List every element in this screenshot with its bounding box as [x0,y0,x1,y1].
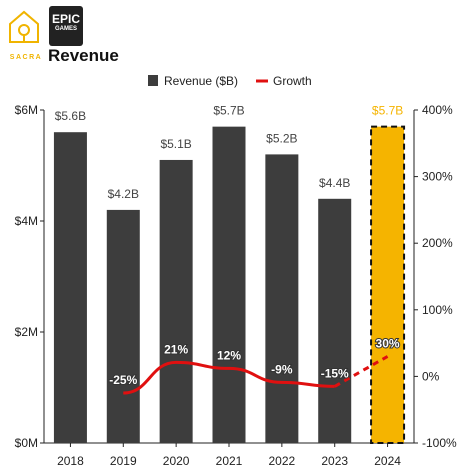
right-axis-tick-label: -100% [422,436,457,450]
x-axis-tick-label: 2020 [163,454,190,468]
bar-value-label: $4.2B [108,187,139,201]
sacra-logo-mark [9,10,39,43]
left-axis-tick-label: $0M [15,436,38,450]
growth-value-label: -9% [271,362,293,376]
epic-games-logo: EPIC GAMES [49,6,83,46]
right-axis-tick-label: 100% [422,303,453,317]
bar [53,132,87,443]
bar-value-label: $5.7B [372,104,403,118]
growth-value-label: 21% [164,342,188,356]
x-axis-tick-label: 2021 [216,454,243,468]
left-axis-tick-label: $2M [15,325,38,339]
left-axis-tick-label: $6M [15,103,38,117]
growth-value-label: 12% [217,348,241,362]
bar [265,154,299,443]
sacra-logo-text: SACRA [9,54,43,61]
right-axis-tick-label: 200% [422,236,453,250]
bar [106,209,140,443]
bar-value-label: $5.1B [160,137,191,151]
chart-axes: $0M $2M $4M $6M -100% 0% 100% 200% 300% 400% 2018 2… [15,103,457,468]
bar [318,198,352,443]
x-axis-tick-label: 2019 [110,454,137,468]
x-axis-tick-label: 2018 [57,454,84,468]
bar [159,159,193,443]
sacra-logo: SACRA [4,6,44,62]
growth-value-label: -25% [109,373,137,387]
bar-highlighted [370,125,406,445]
growth-series: -25% 21% 12% -9% -15% 30% [108,335,401,395]
legend-label-revenue: Revenue ($B) [164,74,238,88]
right-axis-tick-label: 300% [422,170,453,184]
bar [212,126,246,444]
x-axis-tick-label: 2023 [321,454,348,468]
bar-value-label: $5.2B [266,131,297,145]
epic-logo-line1: EPIC [51,12,80,26]
bar-value-label: $5.7B [213,104,244,118]
bar-value-label: $4.4B [319,176,350,190]
growth-value-label: 30% [376,336,400,350]
bar-value-label: $5.6B [55,109,86,123]
epic-logo-line2: GAMES [54,26,77,32]
right-axis-tick-label: 400% [422,103,453,117]
growth-line [123,360,335,395]
legend-label-growth: Growth [273,74,312,88]
x-axis-tick-label: 2024 [374,454,401,468]
left-axis-tick-label: $4M [15,214,38,228]
growth-value-label: -15% [321,366,349,380]
right-axis-tick-label: 0% [422,369,440,383]
bar-series: $5.6B $4.2B $5.1B $5.7B $5.2B $4.4B $5.7B [53,104,406,445]
chart-legend: Revenue ($B) Growth [148,74,312,88]
chart-title: Revenue [48,46,119,65]
x-axis-tick-label: 2022 [269,454,296,468]
legend-swatch-revenue [148,75,158,86]
